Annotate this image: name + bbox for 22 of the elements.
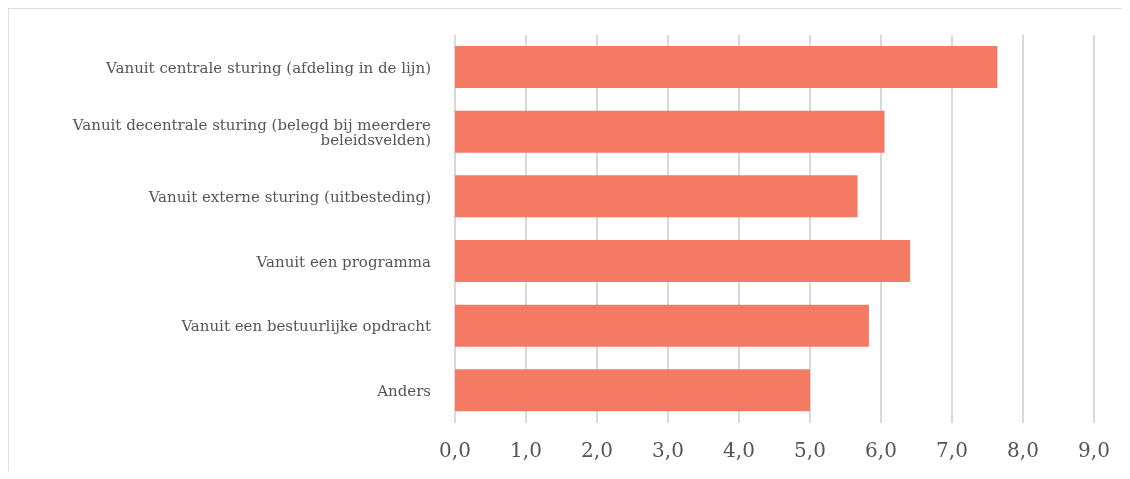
y-tick-label: Anders (376, 381, 431, 400)
bar (455, 304, 869, 347)
y-tick-label: Vanuit externe sturing (uitbesteding) (147, 187, 431, 206)
x-tick-label: 8,0 (1007, 438, 1039, 463)
x-tick-label: 5,0 (794, 438, 826, 463)
bar (455, 46, 998, 88)
y-tick-label: Vanuit een bestuurlijke opdracht (180, 317, 431, 336)
bar (455, 175, 858, 218)
bar (455, 369, 810, 412)
y-tick-label: Vanuit een programma (255, 252, 432, 271)
x-tick-label: 6,0 (865, 438, 897, 463)
x-tick-label: 0,0 (439, 438, 471, 463)
bar (455, 240, 911, 282)
bar (455, 110, 885, 153)
x-tick-label: 7,0 (936, 438, 968, 463)
x-tick-label: 4,0 (723, 438, 755, 463)
x-tick-label: 9,0 (1078, 438, 1110, 463)
x-tick-label: 1,0 (510, 438, 542, 463)
x-tick-label: 2,0 (581, 438, 613, 463)
x-tick-label: 3,0 (652, 438, 684, 463)
y-tick-label: Vanuit decentrale sturing (belegd bij meerdere beleidsvelden) (71, 115, 432, 149)
y-tick-label: Vanuit centrale sturing (afdeling in de lijn) (105, 58, 431, 77)
